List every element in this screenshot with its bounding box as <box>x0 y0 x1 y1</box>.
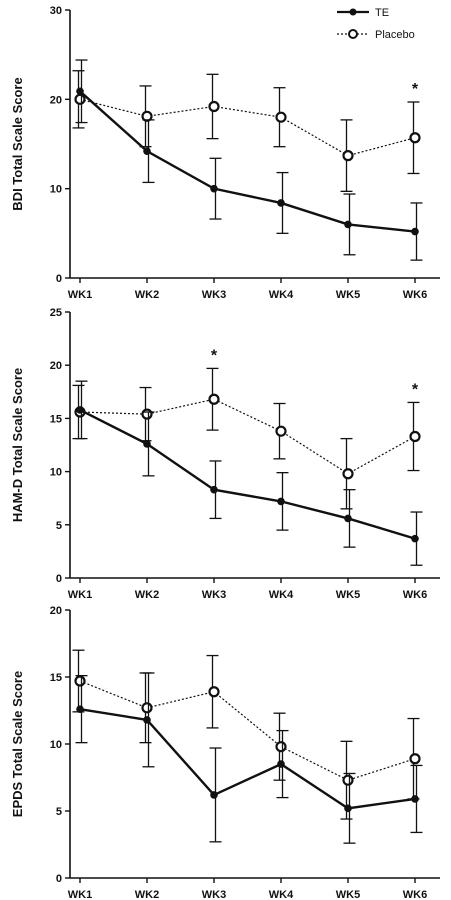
placebo-data-point <box>409 132 421 144</box>
placebo-data-point <box>74 675 86 687</box>
y-tick-label: 5 <box>56 520 62 532</box>
placebo-series-line <box>79 680 416 781</box>
te-data-point <box>277 760 285 768</box>
x-tick-label: WK1 <box>68 889 92 900</box>
te-data-point <box>143 147 151 155</box>
placebo-data-point <box>409 430 421 443</box>
y-tick-label: 15 <box>50 672 62 684</box>
x-tick-label: WK6 <box>403 589 427 601</box>
x-tick-label: WK5 <box>336 589 360 601</box>
x-tick-label: WK4 <box>269 889 294 900</box>
y-tick-label: 0 <box>56 273 62 285</box>
te-data-point <box>344 804 352 813</box>
legend-te-marker <box>349 8 357 16</box>
y-tick-label: 20 <box>50 360 62 372</box>
y-tick-label: 0 <box>56 573 62 585</box>
plots-group: 0 10 20 30 WK1 WK2 WK3 WK4 WK5 WK6 BDI Total Scale… <box>10 5 440 900</box>
plot-panel-1: 0 10 20 30 WK1 WK2 WK3 WK4 WK5 WK6 BDI Total Scale… <box>10 5 440 301</box>
legend-placebo-marker <box>348 29 358 39</box>
plot-panel-2: 0 5 10 15 20 25 WK1 WK2 WK3 WK4 WK5 WK6 HAM-D Total … <box>10 307 440 601</box>
plot-panel-3: 0 5 10 15 20 WK1 WK2 WK3 WK4 WK5 WK6 EPDS Total Sca… <box>10 605 440 900</box>
y-axis-label: BDI Total Scale Score <box>10 77 25 210</box>
te-data-point <box>210 791 218 799</box>
legend-te-label: TE <box>375 7 389 19</box>
te-data-point <box>143 716 151 724</box>
placebo-data-point <box>208 686 220 698</box>
te-data-point <box>344 514 352 523</box>
y-axis-label: HAM-D Total Scale Score <box>10 368 25 522</box>
legend-placebo-label: Placebo <box>375 29 415 41</box>
te-data-point <box>76 406 84 414</box>
placebo-data-point <box>141 110 153 122</box>
x-tick-label: WK4 <box>269 589 294 601</box>
y-tick-label: 5 <box>56 806 62 818</box>
te-series-line <box>79 707 416 810</box>
placebo-data-point <box>342 774 354 786</box>
x-tick-label: WK1 <box>68 289 92 301</box>
significance-marker: * <box>412 381 419 398</box>
x-tick-label: WK2 <box>135 589 159 601</box>
te-data-point <box>277 497 285 506</box>
y-tick-label: 15 <box>50 413 62 425</box>
x-tick-label: WK1 <box>68 589 92 601</box>
y-tick-label: 20 <box>50 94 62 106</box>
x-tick-label: WK2 <box>135 289 159 301</box>
te-data-point <box>277 199 285 207</box>
y-tick-label: 30 <box>50 5 62 17</box>
te-data-point <box>411 534 419 543</box>
x-tick-label: WK6 <box>403 889 427 900</box>
x-tick-label: WK4 <box>269 289 294 301</box>
te-data-point <box>411 795 419 803</box>
placebo-series-line <box>79 98 416 157</box>
te-data-point <box>344 220 352 229</box>
y-tick-label: 10 <box>50 184 62 196</box>
x-tick-label: WK2 <box>135 889 159 900</box>
x-tick-label: WK3 <box>202 889 226 900</box>
y-axis-label: EPDS Total Scale Score <box>10 671 25 817</box>
placebo-data-point <box>208 100 220 113</box>
placebo-data-point <box>275 741 287 753</box>
te-series-line <box>79 408 416 540</box>
y-tick-label: 10 <box>50 467 62 479</box>
te-series-line <box>79 90 416 233</box>
y-tick-label: 25 <box>50 307 62 319</box>
te-data-point <box>76 705 84 713</box>
placebo-data-point <box>342 150 354 162</box>
te-data-point <box>210 485 218 494</box>
placebo-data-point <box>275 425 287 437</box>
y-tick-label: 0 <box>56 873 62 885</box>
placebo-data-point <box>275 111 287 123</box>
y-tick-label: 20 <box>50 605 62 617</box>
x-tick-label: WK3 <box>202 589 226 601</box>
placebo-data-point <box>409 753 421 765</box>
x-tick-label: WK3 <box>202 289 226 301</box>
placebo-data-point <box>141 702 153 714</box>
te-data-point <box>76 87 84 96</box>
x-tick-label: WK6 <box>403 289 427 301</box>
te-data-point <box>143 440 151 448</box>
te-data-point <box>411 227 419 236</box>
placebo-data-point <box>141 408 153 420</box>
placebo-data-point <box>342 468 354 480</box>
te-data-point <box>210 184 218 193</box>
significance-marker: * <box>412 81 419 98</box>
placebo-data-point <box>208 393 220 405</box>
x-tick-label: WK5 <box>336 289 360 301</box>
y-tick-label: 10 <box>50 739 62 751</box>
x-tick-label: WK5 <box>336 889 360 900</box>
legend: TE Placebo <box>337 7 415 41</box>
placebo-series-line <box>79 398 416 475</box>
placebo-data-point <box>74 93 86 105</box>
significance-marker: * <box>211 347 218 364</box>
